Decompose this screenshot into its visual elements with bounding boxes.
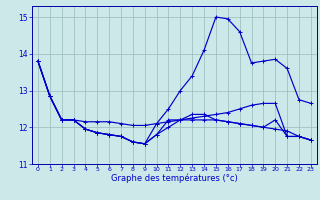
X-axis label: Graphe des températures (°c): Graphe des températures (°c) [111, 174, 238, 183]
